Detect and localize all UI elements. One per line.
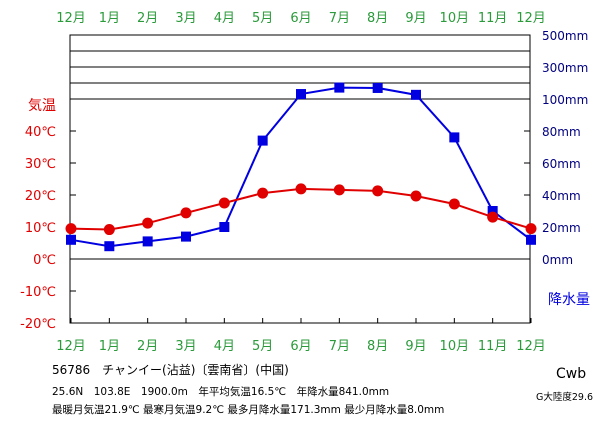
precipitation-series xyxy=(66,82,536,252)
top-month-label: 12月 xyxy=(56,11,86,26)
temperature-point xyxy=(103,224,115,236)
bottom-month-label: 12月 xyxy=(516,339,546,354)
station-summary: 25.6N 103.8E 1900.0m 年平均気温16.5℃ 年降水量841.… xyxy=(52,386,390,398)
bottom-month-label: 10月 xyxy=(440,339,470,354)
bottom-month-label: 8月 xyxy=(367,339,388,354)
station-title: 56786 チャンイー(沾益)〔雲南省〕(中国) xyxy=(52,363,289,377)
temperature-point xyxy=(372,185,384,197)
temperature-point xyxy=(142,217,154,229)
top-month-label: 10月 xyxy=(440,11,470,26)
precipitation-tick-label: 80mm xyxy=(542,125,581,139)
precipitation-tick-label: 20mm xyxy=(542,221,581,235)
precipitation-axis: 降水量 500mm 300mm 100mm 80mm 60mm 40mm 20mm 0mm xyxy=(524,29,590,308)
bottom-month-label: 5月 xyxy=(252,339,273,354)
precipitation-point xyxy=(372,82,383,93)
top-month-label: 1月 xyxy=(99,11,120,26)
precipitation-point xyxy=(104,241,115,252)
temperature-tick-label: 0℃ xyxy=(33,253,56,268)
precipitation-point xyxy=(411,89,421,100)
temperature-axis: 気温 40℃ 30℃ 20℃ 10℃ 0℃ -10℃ -20℃ xyxy=(20,98,76,332)
temperature-tick-label: 40℃ xyxy=(25,125,56,140)
bottom-month-label: 4月 xyxy=(214,339,235,354)
station-extremes: 最暖月気温21.9℃ 最寒月気温9.2℃ 最多月降水量171.3mm 最少月降水… xyxy=(52,404,445,416)
bottom-month-labels: 12月 1月 2月 3月 4月 5月 6月 7月 8月 9月 10月 11月 12月 xyxy=(56,339,546,354)
bottom-month-label: 9月 xyxy=(405,339,426,354)
temperature-point xyxy=(525,223,537,235)
top-month-label: 4月 xyxy=(214,11,235,26)
plot-border xyxy=(69,34,531,324)
bottom-month-label: 7月 xyxy=(329,339,350,354)
temperature-tick-label: -10℃ xyxy=(20,285,56,300)
precipitation-point xyxy=(66,234,76,245)
precipitation-tick-label: 500mm xyxy=(542,29,588,43)
precipitation-line xyxy=(70,86,532,248)
temperature-point xyxy=(65,223,77,235)
precipitation-tick-label: 40mm xyxy=(542,189,581,203)
temperature-axis-title: 気温 xyxy=(28,98,56,114)
temperature-tick-label: 30℃ xyxy=(25,157,56,172)
top-month-labels: 12月 1月 2月 3月 4月 5月 6月 7月 8月 9月 10月 11月 12月 xyxy=(56,11,546,26)
temperature-point xyxy=(448,198,460,210)
precipitation-tick-label: 60mm xyxy=(542,157,581,171)
bottom-month-label: 3月 xyxy=(175,339,196,354)
temperature-point xyxy=(257,187,269,199)
precipitation-tick-label: 0mm xyxy=(542,253,573,267)
bottom-month-label: 1月 xyxy=(99,339,120,354)
koppen-class: Cwb xyxy=(556,366,587,382)
top-month-label: 7月 xyxy=(329,11,350,26)
bottom-month-label: 2月 xyxy=(137,339,158,354)
precipitation-point xyxy=(142,236,153,247)
temperature-tick-label: 20℃ xyxy=(25,189,56,204)
temperature-tick-label: 10℃ xyxy=(25,221,56,236)
temperature-tick-label: -20℃ xyxy=(20,317,56,332)
precipitation-point xyxy=(487,206,498,216)
top-month-label: 12月 xyxy=(516,11,546,26)
temperature-point xyxy=(333,184,345,196)
precipitation-tick-label: 300mm xyxy=(542,61,588,75)
temperature-point xyxy=(410,190,422,202)
bottom-month-label: 11月 xyxy=(478,339,508,354)
temperature-point xyxy=(180,207,192,219)
top-month-label: 2月 xyxy=(137,11,158,26)
bottom-month-label: 6月 xyxy=(290,339,311,354)
top-month-label: 3月 xyxy=(175,11,196,26)
precipitation-point xyxy=(257,135,268,146)
temperature-point xyxy=(218,197,230,209)
precipitation-point xyxy=(526,234,536,245)
precipitation-tick-label: 100mm xyxy=(542,93,588,107)
precipitation-point xyxy=(181,231,191,242)
plot-frame xyxy=(69,34,532,324)
temperature-series xyxy=(65,183,537,236)
bottom-month-label: 12月 xyxy=(56,339,86,354)
temperature-point xyxy=(487,211,499,223)
precipitation-point xyxy=(296,89,306,100)
continentality-index: G大陸度29.6 xyxy=(536,392,594,403)
top-month-label: 5月 xyxy=(252,11,273,26)
top-month-label: 8月 xyxy=(367,11,388,26)
top-month-label: 6月 xyxy=(290,11,311,26)
precipitation-point xyxy=(334,82,345,93)
precipitation-axis-title: 降水量 xyxy=(548,292,590,308)
precipitation-point xyxy=(219,222,230,232)
top-month-label: 9月 xyxy=(405,11,426,26)
temperature-point xyxy=(295,183,307,195)
precipitation-point xyxy=(449,132,460,143)
temperature-line xyxy=(70,187,532,231)
top-month-label: 11月 xyxy=(478,11,508,26)
